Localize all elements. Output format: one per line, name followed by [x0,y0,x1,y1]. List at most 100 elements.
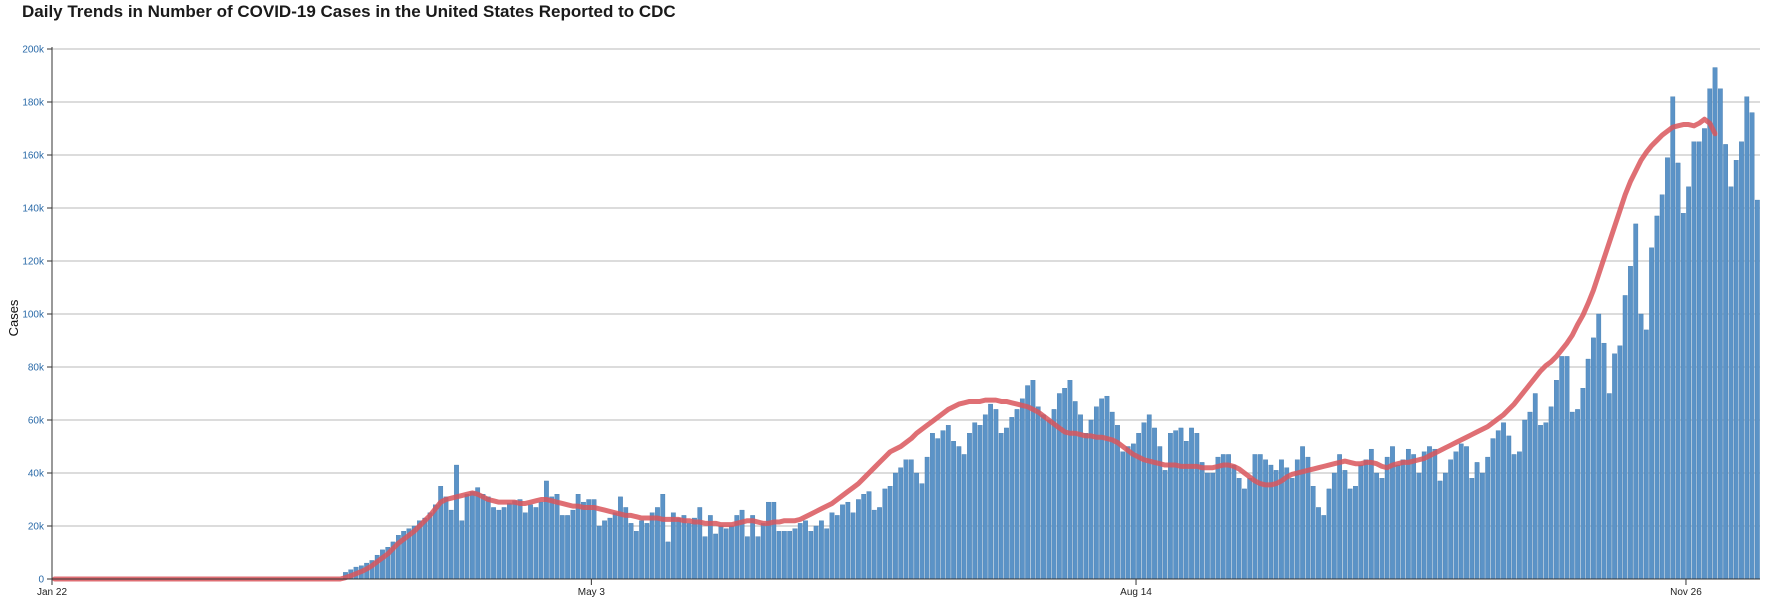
bar [1294,459,1300,580]
bar [1205,472,1210,580]
bar [1405,448,1411,580]
bar [1622,295,1628,580]
bar [1442,472,1448,580]
bar [813,525,819,580]
bar [602,520,607,580]
bar [1601,342,1607,580]
bar [792,528,798,580]
bar [1458,443,1464,580]
bar [1099,398,1105,580]
bar [1146,414,1152,580]
bar [422,517,428,580]
bar [1162,470,1168,580]
y-tick-label: 160k [22,151,45,162]
bar [1173,430,1179,580]
bar [914,472,919,580]
bar [1189,427,1194,580]
bar [829,512,835,580]
bar [1554,380,1559,580]
bar [649,512,655,580]
bar [1538,425,1543,580]
bar [1469,478,1475,580]
bar [1421,451,1427,580]
bar [485,496,491,580]
bar [591,499,597,580]
bar [1168,433,1173,580]
bar [1548,406,1554,580]
bar [729,525,734,580]
bar [443,496,449,580]
bar [496,509,502,580]
bar [1014,409,1020,580]
bar [887,486,893,580]
bar [702,536,708,580]
bar [797,523,803,580]
bar [1606,393,1612,580]
y-tick-label: 0 [38,575,44,586]
axes [51,47,1760,580]
bar [1305,456,1311,580]
bar [1691,141,1697,580]
bar [988,403,993,580]
chart-title: Daily Trends in Number of COVID-19 Cases… [22,2,676,21]
bar [1427,446,1432,580]
bar [718,525,724,580]
bar [517,499,523,580]
bar [940,430,946,580]
bar [507,503,512,580]
bar [1004,427,1009,580]
y-tick-label: 40k [28,469,45,480]
bar [956,446,962,580]
y-tick-label: 60k [28,416,45,427]
bar [644,523,650,580]
bar [1226,454,1231,580]
bar [607,517,613,580]
bar [1120,451,1126,580]
bar [771,501,777,580]
bar [1728,186,1734,580]
bar [1717,88,1723,580]
bar [930,433,935,580]
bar [1511,454,1517,580]
bar [744,536,750,580]
bar [1104,395,1110,580]
bar [697,507,703,580]
bar [1680,213,1686,580]
bar [1183,441,1189,580]
bar [1485,456,1491,580]
bar [433,504,438,580]
x-tick-label: Nov 26 [1670,587,1702,598]
bar [1633,223,1639,580]
bar [692,517,697,580]
bar [1670,96,1676,580]
bar [1517,451,1522,580]
bar [1331,472,1337,580]
bar [1316,507,1321,580]
bar [1051,409,1057,580]
bar [596,525,602,580]
y-axis-label: Cases [6,299,21,336]
bar [427,512,433,580]
bar [951,441,956,580]
bar [1041,414,1046,580]
bar [475,487,481,580]
bar [766,501,771,580]
bar [665,541,671,580]
bar [623,507,629,580]
x-tick-label: Jan 22 [37,587,67,598]
y-tick-label: 100k [22,310,45,321]
bar [1696,141,1702,580]
y-tick-label: 80k [28,363,45,374]
x-tick-label: May 3 [578,587,606,598]
bar [824,528,830,580]
bar [819,520,824,580]
bar [1284,467,1290,580]
bar [1062,388,1068,580]
y-tick-label: 180k [22,98,45,109]
bar [480,494,486,580]
bar [782,531,787,580]
bar [512,500,518,580]
bar [1612,353,1617,580]
bar [639,520,644,580]
